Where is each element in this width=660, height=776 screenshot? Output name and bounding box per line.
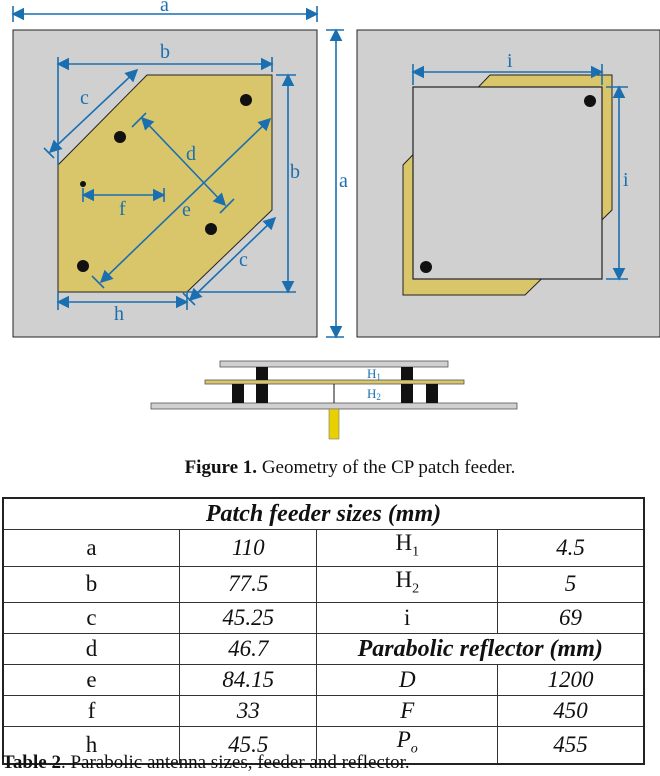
param-value: 33	[179, 695, 318, 728]
upper-square-patch	[412, 86, 603, 280]
dim-label-d: d	[186, 143, 196, 165]
table-caption-text: . Parabolic antenna sizes, feeder and re…	[60, 752, 410, 773]
param-name: h	[2, 726, 181, 765]
coax-probe	[328, 408, 340, 440]
table-row: b 77.5 H2 5	[2, 565, 645, 604]
probe-pin	[77, 260, 89, 272]
dim-label-a-side: a	[339, 170, 348, 192]
probe-pin	[584, 95, 596, 107]
param-name: b	[2, 565, 181, 604]
param-value: 4.5	[497, 529, 645, 567]
spacer-post	[401, 384, 413, 403]
reflector-header: Parabolic reflector (mm)	[316, 633, 645, 666]
dim-label-c-right: c	[239, 249, 248, 271]
param-name: f	[2, 695, 181, 728]
dim-label-i-side: i	[623, 169, 629, 191]
probe-pin	[205, 223, 217, 235]
figure-caption-label: Figure 1.	[184, 457, 258, 478]
param-value: 5	[497, 565, 645, 604]
param-name: i	[316, 602, 499, 635]
param-value: 77.5	[179, 565, 318, 604]
sizes-table: Patch feeder sizes (mm) a 110 H1 4.5 b 7…	[2, 497, 645, 765]
param-name-h2: H2	[316, 565, 499, 604]
middle-plate	[204, 379, 465, 385]
table-row: f 33 F 450	[2, 695, 645, 728]
probe-pin	[114, 131, 126, 143]
table-row: a 110 H1 4.5	[2, 529, 645, 567]
param-value: 450	[497, 695, 645, 728]
dim-label-h: h	[114, 303, 124, 325]
param-value: 84.15	[179, 664, 318, 697]
param-value: 110	[179, 529, 318, 567]
top-plate	[219, 360, 449, 368]
param-name: a	[2, 529, 181, 567]
table-row: e 84.15 D 1200	[2, 664, 645, 697]
dim-label-c-left: c	[80, 87, 89, 109]
table-row: c 45.25 i 69	[2, 602, 645, 635]
patch-feeder-geometry-figure: a a b b c c d e f h i i H1 H2	[11, 0, 660, 440]
probe-pin	[80, 181, 86, 187]
dim-label-e: e	[182, 199, 191, 221]
table-caption: Table 2. Parabolic antenna sizes, feeder…	[2, 752, 410, 774]
param-name-h1: H1	[316, 529, 499, 567]
dim-label-a-top: a	[160, 0, 169, 16]
figure-caption-text: Geometry of the CP patch feeder.	[257, 457, 516, 478]
param-name: d	[2, 633, 181, 666]
probe-pin	[240, 94, 252, 106]
param-value: 45.5	[179, 726, 318, 765]
param-name: c	[2, 602, 181, 635]
param-value: 69	[497, 602, 645, 635]
dim-label-i-top: i	[507, 50, 513, 72]
param-value: 45.25	[179, 602, 318, 635]
spacer-post	[232, 384, 244, 403]
param-name: F	[316, 695, 499, 728]
figure-caption: Figure 1. Geometry of the CP patch feede…	[0, 457, 660, 479]
probe-pin	[420, 261, 432, 273]
param-name: D	[316, 664, 499, 697]
ground-plane	[150, 402, 518, 410]
height-label-h1: H1	[367, 366, 381, 382]
spacer-post	[426, 384, 438, 403]
param-value: 46.7	[179, 633, 318, 666]
param-value: 1200	[497, 664, 645, 697]
spacer-post	[256, 384, 268, 403]
param-name: e	[2, 664, 181, 697]
table-title-row: Patch feeder sizes (mm)	[2, 497, 645, 530]
height-label-h2: H2	[367, 386, 381, 402]
table-caption-label: Table 2	[2, 752, 61, 773]
spacer-post	[401, 367, 413, 380]
table-row: h 45.5 Po 455	[2, 726, 645, 765]
dim-label-b-side: b	[290, 161, 300, 183]
table-row: d 46.7 Parabolic reflector (mm)	[2, 633, 645, 666]
table-title: Patch feeder sizes (mm)	[2, 497, 645, 530]
param-value: 455	[497, 726, 645, 765]
dim-label-b-top: b	[160, 41, 170, 63]
dim-label-f: f	[119, 198, 126, 220]
spacer-post	[256, 367, 268, 380]
